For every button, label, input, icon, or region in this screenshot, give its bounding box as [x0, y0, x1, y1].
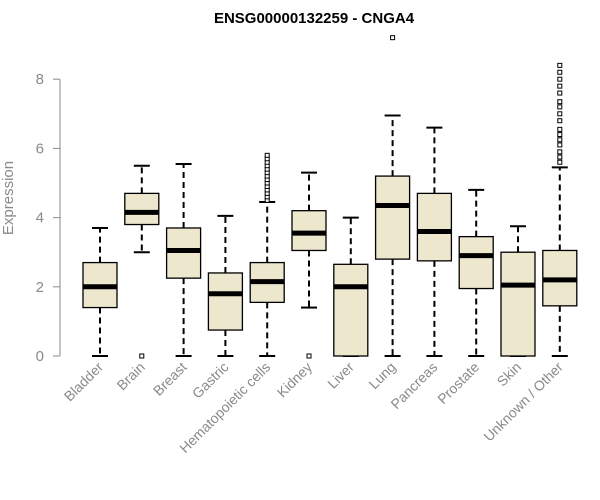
x-tick-label: Liver	[324, 359, 357, 392]
y-tick-label: 8	[36, 71, 44, 88]
x-tick-label: Unknown / Other	[480, 359, 566, 445]
x-tick-label: Skin	[494, 359, 525, 390]
box-gastric	[207, 214, 244, 357]
outlier-point	[557, 111, 563, 117]
x-tick-label: Lung	[365, 359, 398, 392]
box-brain	[124, 164, 160, 359]
y-tick-label: 2	[36, 279, 44, 296]
box-prostate	[458, 188, 494, 357]
x-tick-label: Brain	[113, 359, 147, 393]
plot-area	[82, 35, 578, 359]
outlier-point	[557, 76, 563, 82]
y-tick-label: 4	[36, 210, 44, 227]
outlier-point	[139, 353, 145, 359]
y-axis-label: Expression	[0, 161, 17, 235]
outlier-point	[306, 353, 312, 359]
x-tick-label: Breast	[150, 359, 190, 399]
outlier-point	[557, 90, 563, 96]
iqr-box	[165, 227, 202, 279]
y-tick-label: 6	[36, 140, 44, 157]
outlier-point	[557, 69, 563, 75]
iqr-box	[333, 263, 369, 357]
x-tick-label: Bladder	[61, 359, 107, 405]
box-lung	[374, 35, 411, 357]
iqr-box	[416, 192, 453, 262]
outlier-point	[557, 154, 563, 160]
outlier-point	[557, 99, 563, 105]
outlier-point	[557, 149, 563, 155]
iqr-box	[458, 235, 494, 290]
outlier-point	[557, 62, 563, 68]
box-hematopoietic-cells	[249, 152, 285, 357]
box-kidney	[291, 171, 327, 359]
iqr-box	[124, 192, 160, 226]
outlier-point	[264, 152, 270, 158]
y-tick-label: 0	[36, 348, 44, 365]
x-tick-label: Kidney	[274, 359, 316, 401]
outlier-point	[557, 159, 563, 165]
outlier-point	[390, 35, 396, 41]
x-tick-label: Prostate	[434, 359, 482, 407]
outlier-point	[557, 118, 563, 124]
iqr-box	[207, 272, 244, 331]
box-skin	[500, 225, 536, 357]
iqr-box	[291, 210, 327, 252]
outlier-point	[557, 126, 563, 132]
chart-title: ENSG00000132259 - CNGA4	[214, 10, 415, 27]
box-unknown-other	[542, 62, 578, 357]
outlier-point	[557, 142, 563, 148]
box-breast	[165, 162, 202, 357]
iqr-box	[500, 251, 536, 357]
outlier-point	[557, 83, 563, 89]
box-pancreas	[416, 126, 453, 357]
outlier-point	[557, 132, 563, 138]
outlier-point	[557, 137, 563, 143]
iqr-box	[374, 175, 411, 260]
y-axis: 0 2 4 6 8	[36, 71, 61, 365]
box-bladder	[82, 226, 118, 357]
outlier-point	[557, 104, 563, 110]
box-liver	[333, 216, 369, 357]
